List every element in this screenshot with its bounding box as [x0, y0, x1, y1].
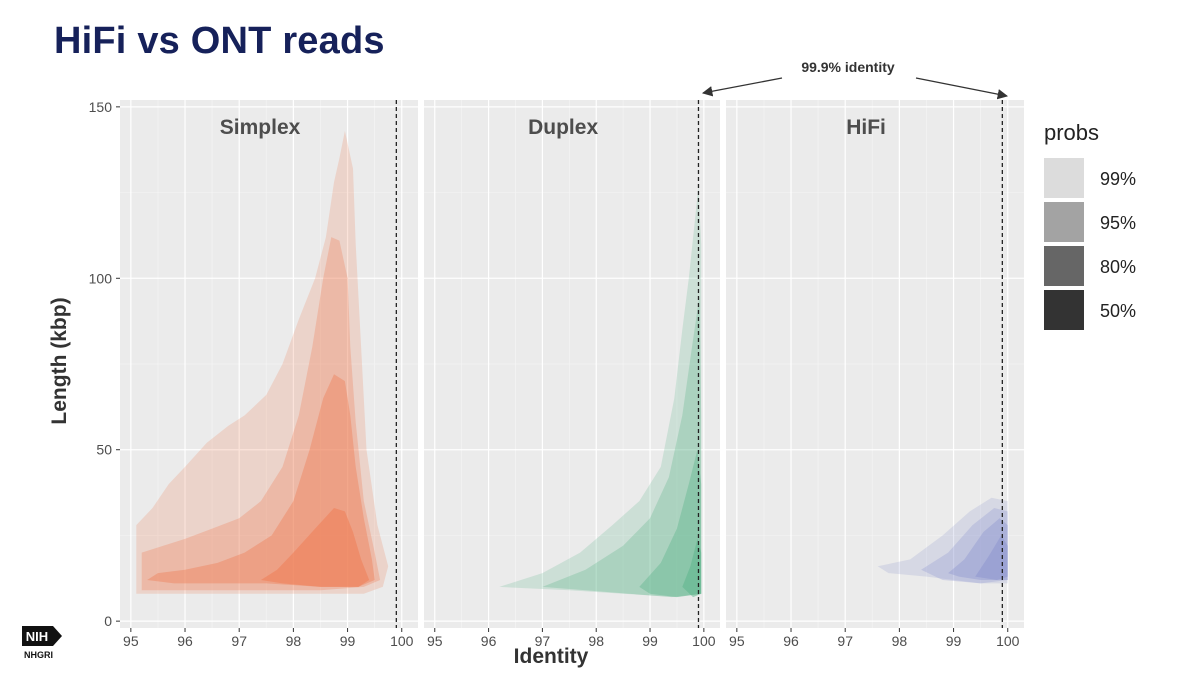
- annotation-arrow-left: [701, 77, 783, 97]
- annotation-arrow-right: [915, 77, 1009, 100]
- facet-panels: Simplex Duplex HiFi: [120, 100, 1024, 628]
- legend-label-95pct: 95%: [1100, 213, 1136, 233]
- x-tick-label: 96: [481, 633, 497, 649]
- nih-subtitle: NHGRI: [24, 650, 53, 660]
- density-region-80pct: [639, 449, 702, 598]
- density-region-95pct: [542, 295, 702, 598]
- legend-swatch-95pct: [1044, 202, 1084, 242]
- density-region-50pct: [260, 508, 370, 587]
- y-axis-title: Length (kbp): [48, 297, 71, 424]
- legend-label-99pct: 99%: [1100, 169, 1136, 189]
- legend-swatch-80pct: [1044, 246, 1084, 286]
- annotation-label: 99.9% identity: [801, 59, 895, 75]
- y-tick-label: 50: [96, 442, 112, 458]
- x-tick-label: 98: [588, 633, 604, 649]
- nih-logo: NIH NHGRI: [22, 626, 72, 666]
- x-tick-label: 97: [535, 633, 551, 649]
- facet-label-duplex: Duplex: [528, 116, 598, 139]
- x-tick-label: 98: [286, 633, 302, 649]
- x-axis-duplex: 95 96 97 98 99 100: [427, 628, 716, 649]
- y-tick-label: 100: [89, 270, 113, 286]
- x-axis-simplex: 95 96 97 98 99 100: [123, 628, 414, 649]
- density-region-99pct: [136, 130, 389, 594]
- nih-mark-icon: NIH: [22, 626, 62, 646]
- facet-panel-simplex: Simplex: [120, 100, 418, 628]
- density-region-99pct: [877, 497, 1008, 584]
- y-axis: 0 50 100 150: [89, 99, 120, 629]
- legend-label-50pct: 50%: [1100, 301, 1136, 321]
- legend-label-80pct: 80%: [1100, 257, 1136, 277]
- x-axis-hifi: 95 96 97 98 99 100: [729, 628, 1020, 649]
- density-region-50pct: [682, 538, 702, 598]
- x-tick-label: 96: [177, 633, 193, 649]
- y-tick-label: 150: [89, 99, 113, 115]
- x-axes: 95 96 97 98 99 100 95 96 97 98 99 100 95 96 97 98 99 100: [123, 628, 1020, 649]
- density-region-50pct: [975, 535, 1008, 580]
- x-tick-label: 100: [996, 633, 1020, 649]
- legend-entries: 99% 95% 80% 50%: [1044, 158, 1136, 330]
- x-tick-label: 95: [729, 633, 745, 649]
- x-tick-label: 99: [642, 633, 658, 649]
- nih-mark-text: NIH: [26, 629, 48, 644]
- x-tick-label: 99: [340, 633, 356, 649]
- legend-swatch-50pct: [1044, 290, 1084, 330]
- density-region-95pct: [141, 237, 381, 591]
- x-tick-label: 97: [231, 633, 247, 649]
- x-tick-label: 100: [390, 633, 414, 649]
- facet-label-simplex: Simplex: [220, 116, 301, 139]
- x-tick-label: 97: [837, 633, 853, 649]
- x-tick-label: 96: [783, 633, 799, 649]
- x-tick-label: 98: [892, 633, 908, 649]
- x-tick-label: 95: [123, 633, 139, 649]
- legend-title: probs: [1044, 120, 1099, 145]
- density-region-99pct: [499, 185, 702, 598]
- identity-annotation: 99.9% identity: [701, 59, 1009, 100]
- y-tick-label: 0: [104, 613, 112, 629]
- facet-panel-hifi: HiFi: [726, 100, 1024, 628]
- facet-panel-duplex: Duplex: [424, 100, 720, 628]
- x-tick-label: 99: [946, 633, 962, 649]
- x-tick-label: 100: [692, 633, 716, 649]
- x-axis-title: Identity: [514, 645, 589, 668]
- x-tick-label: 95: [427, 633, 443, 649]
- legend-swatch-99pct: [1044, 158, 1084, 198]
- slide-title: HiFi vs ONT reads: [54, 20, 385, 62]
- legend: probs 99% 95% 80% 50%: [1044, 120, 1136, 330]
- facet-label-hifi: HiFi: [846, 116, 886, 139]
